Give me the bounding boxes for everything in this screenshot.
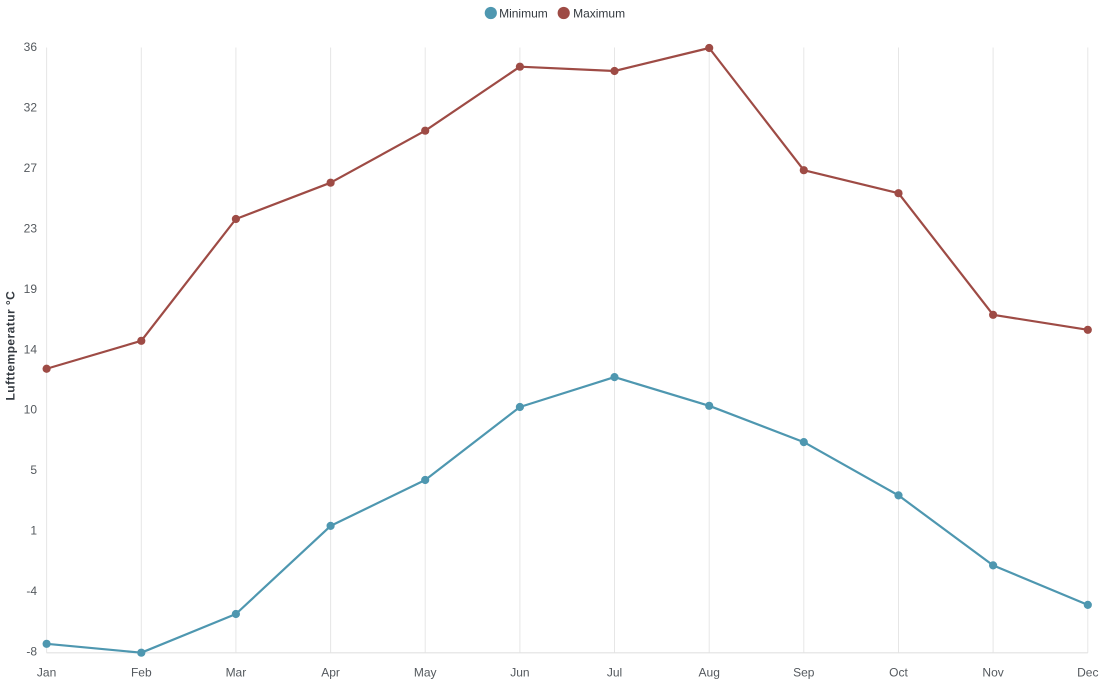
svg-text:Feb: Feb — [131, 666, 152, 680]
svg-text:Nov: Nov — [982, 666, 1003, 680]
svg-text:5: 5 — [30, 463, 37, 477]
svg-text:19: 19 — [24, 282, 38, 296]
svg-text:Lufttemperatur °C: Lufttemperatur °C — [3, 291, 17, 401]
svg-text:Mar: Mar — [226, 666, 247, 680]
svg-text:36: 36 — [24, 40, 38, 54]
svg-text:Maximum: Maximum — [573, 7, 625, 21]
svg-text:Aug: Aug — [699, 666, 720, 680]
svg-text:Oct: Oct — [889, 666, 908, 680]
svg-text:Sep: Sep — [793, 666, 815, 680]
svg-text:23: 23 — [24, 221, 38, 235]
svg-text:1: 1 — [30, 524, 37, 538]
svg-text:Jan: Jan — [37, 666, 56, 680]
svg-text:27: 27 — [24, 161, 38, 175]
svg-text:-4: -4 — [26, 584, 37, 598]
svg-text:Jul: Jul — [607, 666, 622, 680]
svg-text:Minimum: Minimum — [499, 7, 548, 21]
svg-text:May: May — [414, 666, 437, 680]
svg-text:10: 10 — [24, 403, 38, 417]
svg-text:32: 32 — [24, 101, 38, 115]
svg-text:14: 14 — [24, 342, 38, 356]
svg-text:Jun: Jun — [510, 666, 529, 680]
svg-text:Dec: Dec — [1077, 666, 1098, 680]
svg-text:-8: -8 — [26, 644, 37, 658]
svg-text:Apr: Apr — [321, 666, 340, 680]
